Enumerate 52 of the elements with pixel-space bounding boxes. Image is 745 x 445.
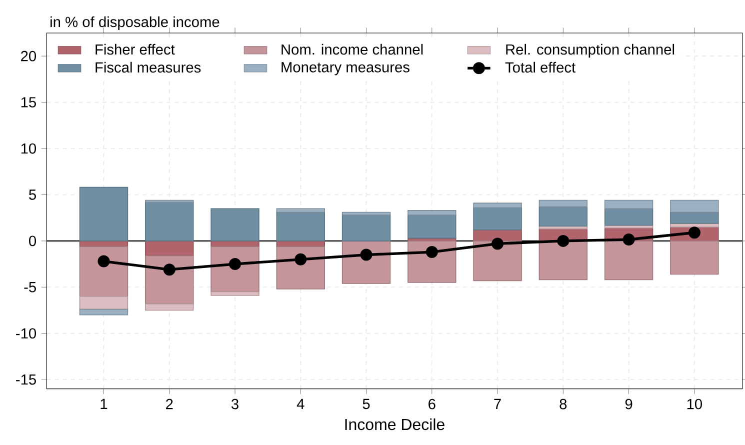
bar [79,187,128,242]
bar [670,240,719,275]
point [557,235,570,248]
point [360,248,372,261]
bar [145,202,194,242]
y-axis-title: in % of disposable income [50,16,220,30]
legend-label: Total effect [505,62,576,73]
bar [538,240,588,280]
bar [79,296,128,310]
bar [145,303,194,311]
legend-label: Nom. income channel [282,44,423,55]
point [688,226,700,239]
point [492,238,504,250]
point [98,255,110,268]
bar [276,212,325,242]
y-tick-label: -15 [16,374,36,385]
point [426,246,438,258]
x-tick-label: 9 [625,398,632,410]
bar [342,214,391,242]
bar [210,208,260,242]
point [163,264,176,276]
point [622,234,635,246]
legend-label: Rel. consumption channel [506,44,674,58]
y-tick-label: -5 [24,282,36,292]
bar [145,240,194,256]
x-tick-label: 5 [362,398,370,410]
x-axis-title: Income Decile [345,418,444,430]
bar [604,240,654,280]
y-tick-label: 5 [29,190,36,200]
bar [145,255,194,304]
bar [79,309,128,316]
x-tick-label: 1 [100,398,108,410]
bar [210,246,260,292]
y-tick-label: 0 [29,236,36,246]
y-tick-label: 10 [21,143,36,154]
point [229,258,242,270]
x-tick-label: 6 [428,398,436,410]
x-tick-label: 7 [494,398,501,410]
bar [79,246,128,297]
bar [210,291,260,296]
legend-label: Fisher effect [96,44,175,55]
y-tick-label: 20 [21,51,36,62]
point [294,254,307,266]
x-tick-label: 2 [166,398,173,410]
y-tick-label: 15 [21,97,36,108]
x-tick-label: 3 [231,398,238,410]
legend-label: Monetary measures [282,62,410,76]
x-tick-label: 10 [687,398,702,410]
x-tick-label: 4 [296,398,304,410]
x-tick-label: 8 [560,398,567,410]
legend-label: Fiscal measures [96,62,201,73]
y-tick-label: -10 [16,328,36,339]
